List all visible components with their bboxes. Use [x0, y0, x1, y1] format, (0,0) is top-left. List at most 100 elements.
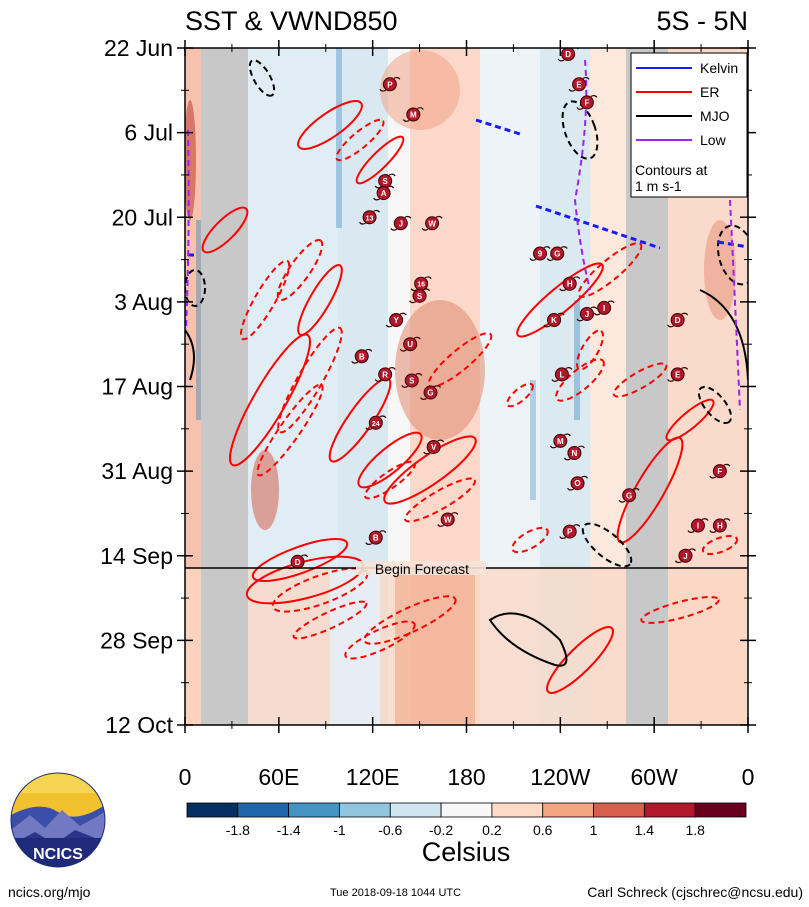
legend: Kelvin ER MJO Low Contours at 1 m s-1 — [630, 52, 748, 198]
storm-marker-label: M — [410, 110, 417, 119]
storm-marker-label: W — [428, 219, 436, 228]
storm-marker: D — [667, 312, 689, 328]
contour — [699, 289, 748, 381]
y-tick-label: 6 Jul — [124, 120, 173, 146]
colorbar-swatch — [542, 802, 594, 818]
storm-marker: G — [546, 246, 568, 261]
colorbar-title: Celsius — [422, 837, 511, 867]
contour — [701, 534, 739, 556]
colorbar-tick-label: 0.2 — [482, 822, 502, 838]
storm-marker: F — [576, 95, 598, 110]
contour — [355, 135, 405, 185]
footer-timestamp: Tue 2018-09-18 1044 UTC — [330, 887, 462, 899]
contour — [488, 612, 568, 667]
colorbar-tick-label: -0.6 — [378, 822, 402, 838]
contour — [276, 238, 324, 302]
storm-marker: P — [379, 76, 401, 92]
contour — [506, 382, 534, 408]
contour — [185, 269, 206, 307]
storm-marker: W — [421, 215, 443, 231]
y-tick-label: 17 Aug — [101, 374, 173, 400]
storm-marker: J — [390, 215, 412, 231]
colorbar-tick-label: 1.4 — [635, 822, 655, 838]
contour — [581, 522, 633, 568]
storm-marker-label: I — [603, 304, 605, 313]
storm-marker-label: R — [382, 370, 388, 379]
contour — [404, 477, 476, 523]
storm-marker-label: A — [381, 189, 387, 198]
contour — [297, 100, 363, 150]
storm-marker-label: W — [444, 515, 452, 524]
storm-marker-label: L — [559, 370, 564, 379]
colorbar-tick-label: -0.2 — [429, 822, 453, 838]
y-tick-label: 20 Jul — [112, 204, 173, 230]
y-tick-label: 28 Sep — [100, 627, 173, 653]
y-tick-label: 3 Aug — [114, 289, 173, 315]
storm-marker-label: D — [295, 558, 301, 567]
storm-marker-label: N — [572, 449, 578, 458]
storm-marker: L — [551, 367, 573, 382]
contour — [344, 620, 416, 660]
axis-ticks — [177, 40, 756, 733]
storm-marker: N — [563, 445, 585, 461]
storm-marker: D — [557, 48, 579, 62]
storm-marker: I — [687, 518, 709, 533]
storm-marker-label: 16 — [417, 282, 425, 289]
contour — [577, 242, 643, 298]
contour — [292, 600, 368, 640]
storm-marker-label: F — [584, 98, 589, 107]
storm-marker-label: J — [683, 552, 687, 561]
y-tick-label: 12 Oct — [105, 712, 173, 738]
storm-marker-label: S — [383, 177, 389, 186]
storm-marker: M — [549, 433, 571, 449]
contour — [475, 118, 521, 136]
storm-marker: G — [420, 385, 442, 400]
contour — [239, 259, 291, 341]
x-tick-label: 0 — [742, 764, 755, 790]
storm-marker: I — [593, 300, 615, 316]
storm-marker-label: E — [675, 370, 681, 379]
contour — [561, 100, 599, 160]
x-tick-label: 120E — [346, 764, 400, 790]
storm-marker: S — [401, 373, 423, 388]
storm-marker-label: S — [417, 292, 423, 301]
contour — [535, 204, 661, 250]
contour — [573, 59, 591, 291]
storm-marker-label: I — [697, 522, 699, 531]
contour — [716, 224, 748, 286]
storm-marker: 24 — [365, 415, 387, 431]
storm-marker: G — [618, 487, 640, 503]
storm-marker-label: B — [359, 352, 365, 361]
contour — [248, 59, 276, 97]
colorbar-tick-label: 1 — [590, 822, 598, 838]
colorbar-tick-label: -1.8 — [226, 822, 250, 838]
contour — [612, 362, 668, 398]
colorbar-swatch — [389, 802, 442, 818]
storm-marker-label: D — [565, 50, 571, 59]
contour — [185, 329, 195, 381]
contour — [576, 329, 604, 371]
colorbar-tick-label: -1 — [333, 822, 346, 838]
contour — [511, 526, 549, 554]
x-tick-label: 180 — [447, 764, 485, 790]
storm-marker: A — [373, 185, 395, 201]
contour — [357, 431, 423, 489]
storm-marker: B — [365, 530, 387, 546]
chart-title: SST & VWND850 — [185, 6, 398, 36]
storm-marker-label: G — [626, 491, 632, 500]
storm-marker: O — [567, 475, 589, 491]
storm-marker-label: B — [373, 534, 379, 543]
legend-label-kelvin: Kelvin — [700, 60, 738, 76]
storm-marker-label: H — [567, 280, 573, 289]
colorbar-tick-label: 0.6 — [533, 822, 553, 838]
colorbar-swatch — [491, 802, 544, 818]
y-axis-tick-labels: 22 Jun 6 Jul 20 Jul 3 Aug 17 Aug 31 Aug 14 Sep… — [100, 35, 174, 738]
storm-marker: S — [374, 173, 396, 189]
storm-marker: U — [399, 336, 421, 352]
y-tick-label: 14 Sep — [100, 543, 173, 569]
logo-text: NCICS — [33, 846, 83, 863]
contour — [555, 358, 605, 402]
contour — [729, 199, 741, 411]
